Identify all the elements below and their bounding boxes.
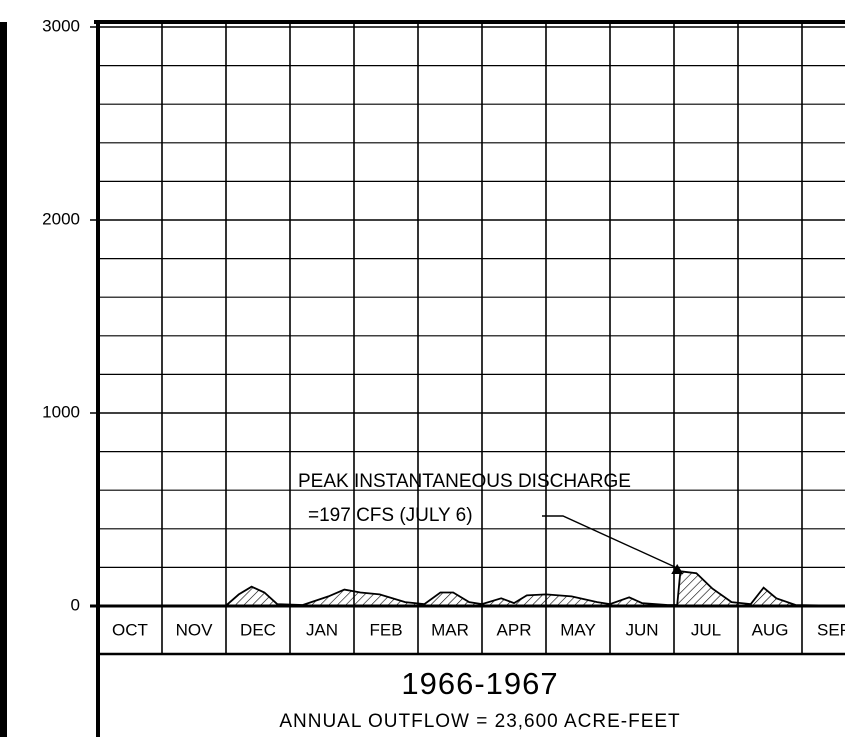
x-tick-label: NOV <box>176 620 214 639</box>
annotation: PEAK INSTANTANEOUS DISCHARGE <box>298 471 631 492</box>
leader-line <box>542 515 678 569</box>
x-tick-label: APR <box>497 620 532 639</box>
chart-title: 1966-1967 <box>401 666 558 701</box>
peak-marker <box>671 563 684 574</box>
x-tick-label: DEC <box>240 620 276 639</box>
scan-edge <box>0 22 7 737</box>
annotation: =197 CFS (JULY 6) <box>308 505 473 526</box>
y-tick-label: 2000 <box>42 209 80 228</box>
x-tick-label: JUL <box>691 620 721 639</box>
chart-subtitle: ANNUAL OUTFLOW = 23,600 ACRE-FEET <box>279 711 680 732</box>
x-tick-label: JAN <box>306 620 338 639</box>
x-tick-label: FEB <box>369 620 402 639</box>
y-tick-label: 3000 <box>42 16 80 35</box>
area <box>98 570 845 607</box>
y-tick-label: 1000 <box>42 402 80 421</box>
x-tick-label: SEP <box>817 620 845 639</box>
x-tick-label: MAY <box>560 620 596 639</box>
x-tick-label: MAR <box>431 620 469 639</box>
y-tick-label: 0 <box>71 595 80 614</box>
x-tick-label: JUN <box>625 620 658 639</box>
x-tick-label: AUG <box>752 620 789 639</box>
x-tick-label: OCT <box>112 620 148 639</box>
